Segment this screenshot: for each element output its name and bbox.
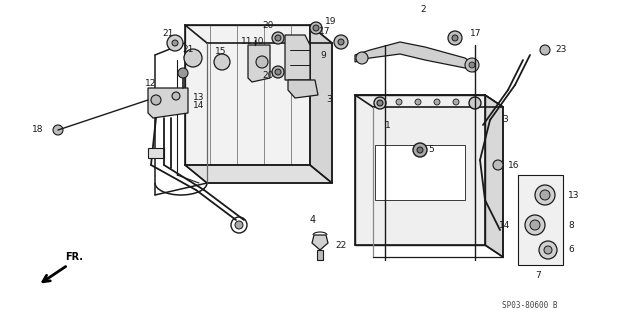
Circle shape	[525, 215, 545, 235]
Text: 13: 13	[193, 93, 205, 102]
Circle shape	[53, 125, 63, 135]
Circle shape	[214, 54, 230, 70]
Circle shape	[167, 35, 183, 51]
Circle shape	[396, 99, 402, 105]
Polygon shape	[288, 80, 318, 98]
Circle shape	[544, 246, 552, 254]
Circle shape	[469, 62, 475, 68]
Text: 22: 22	[335, 241, 346, 249]
Circle shape	[256, 56, 268, 68]
Polygon shape	[355, 95, 485, 245]
Text: 17: 17	[470, 28, 481, 38]
Circle shape	[356, 52, 368, 64]
Text: 4: 4	[310, 215, 316, 225]
Text: 3: 3	[326, 95, 332, 105]
Circle shape	[448, 31, 462, 45]
Polygon shape	[312, 235, 328, 250]
Text: 3: 3	[502, 115, 508, 124]
Circle shape	[465, 58, 479, 72]
Text: 17: 17	[319, 27, 330, 36]
Polygon shape	[248, 45, 270, 82]
Polygon shape	[485, 95, 503, 257]
Text: 11: 11	[241, 38, 253, 47]
Circle shape	[178, 68, 188, 78]
Text: 23: 23	[555, 46, 566, 55]
Bar	[317, 250, 323, 260]
Text: 13: 13	[568, 190, 579, 199]
Circle shape	[377, 100, 383, 106]
Circle shape	[235, 221, 243, 229]
Circle shape	[184, 49, 202, 67]
Polygon shape	[355, 42, 475, 72]
Circle shape	[530, 220, 540, 230]
Circle shape	[334, 35, 348, 49]
Polygon shape	[310, 25, 332, 183]
Circle shape	[535, 185, 555, 205]
Circle shape	[540, 190, 550, 200]
Text: 18: 18	[31, 125, 43, 135]
Text: 10: 10	[253, 38, 264, 47]
Circle shape	[313, 25, 319, 31]
Circle shape	[452, 35, 458, 41]
Circle shape	[453, 99, 459, 105]
Text: 9: 9	[320, 50, 326, 60]
Text: FR.: FR.	[65, 252, 83, 262]
Circle shape	[275, 35, 281, 41]
Polygon shape	[148, 88, 188, 118]
Circle shape	[417, 147, 423, 153]
Circle shape	[472, 99, 478, 105]
Circle shape	[338, 39, 344, 45]
Text: 21: 21	[163, 28, 173, 38]
Circle shape	[374, 97, 386, 109]
Text: 20: 20	[262, 70, 273, 79]
Circle shape	[539, 241, 557, 259]
Text: 14: 14	[193, 101, 204, 110]
Polygon shape	[285, 35, 310, 80]
Text: 2: 2	[420, 5, 426, 14]
Circle shape	[377, 99, 383, 105]
Bar	[375, 145, 465, 200]
Text: 15: 15	[215, 48, 227, 56]
Circle shape	[151, 95, 161, 105]
Circle shape	[272, 32, 284, 44]
Circle shape	[469, 97, 481, 109]
Bar	[148, 148, 164, 158]
Polygon shape	[185, 165, 332, 183]
Text: 19: 19	[325, 18, 337, 26]
Circle shape	[172, 92, 180, 100]
Polygon shape	[355, 95, 503, 107]
Text: 20: 20	[262, 20, 274, 29]
Circle shape	[434, 99, 440, 105]
Circle shape	[275, 69, 281, 75]
Circle shape	[493, 160, 503, 170]
Circle shape	[540, 45, 550, 55]
Polygon shape	[185, 25, 310, 165]
Circle shape	[413, 143, 427, 157]
Text: 6: 6	[568, 246, 573, 255]
Text: 1: 1	[385, 121, 391, 130]
Text: 8: 8	[568, 220, 573, 229]
Text: 16: 16	[508, 160, 520, 169]
Text: 14: 14	[499, 220, 510, 229]
Text: SP03-80600 B: SP03-80600 B	[502, 300, 557, 309]
Bar	[518, 175, 563, 265]
Text: 21: 21	[182, 46, 193, 55]
Text: 7: 7	[535, 271, 541, 279]
Circle shape	[272, 66, 284, 78]
Circle shape	[310, 22, 322, 34]
Circle shape	[172, 40, 178, 46]
Text: 5: 5	[428, 145, 434, 154]
Text: 12: 12	[145, 78, 157, 87]
Circle shape	[415, 99, 421, 105]
